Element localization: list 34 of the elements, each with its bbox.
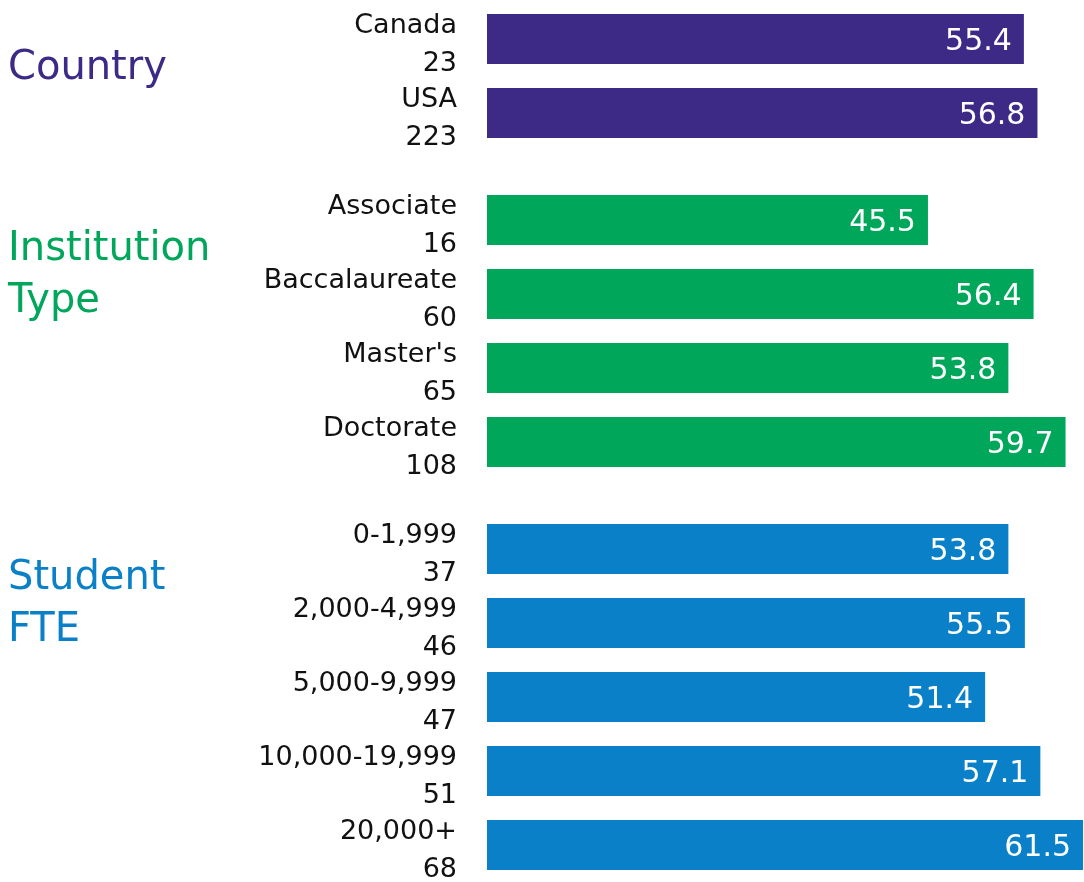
bar	[487, 524, 1009, 574]
data-label: 55.4	[945, 22, 1012, 57]
y-tick-label: USA 223	[401, 82, 458, 151]
text: Institution Type	[7, 223, 211, 321]
data-label: 45.5	[849, 203, 916, 238]
bar	[487, 343, 1009, 393]
data-label: 53.8	[929, 532, 997, 567]
y-tick-label: Canada 23	[354, 8, 457, 77]
y-tick-label: Baccalaureate 60	[263, 263, 457, 332]
bar	[487, 746, 1041, 796]
bar	[487, 269, 1034, 319]
data-label: 61.5	[1004, 828, 1071, 863]
y-tick-label: Associate 16	[327, 189, 457, 258]
bar	[487, 820, 1083, 870]
text: Country	[8, 42, 167, 88]
bar	[487, 195, 928, 245]
bar	[487, 417, 1066, 467]
y-tick-label: Master's 65	[343, 337, 457, 406]
y-tick-label: 0-1,999 37	[352, 518, 457, 587]
y-tick-label: Doctorate 108	[322, 411, 457, 480]
data-label: 56.8	[958, 96, 1026, 131]
data-label: 53.8	[929, 351, 997, 386]
data-label: 59.7	[986, 425, 1054, 460]
bar	[487, 672, 986, 722]
bar	[487, 598, 1025, 648]
y-tick-label: 10,000-19,999 51	[258, 740, 457, 809]
data-label: 56.4	[954, 277, 1022, 312]
y-tick-label: 20,000+ 68	[339, 814, 457, 882]
data-label: 51.4	[906, 680, 974, 715]
y-tick-label: 2,000-4,999 46	[292, 592, 457, 661]
data-label: 57.1	[961, 754, 1029, 789]
text: Student FTE	[8, 552, 166, 650]
y-tick-label: 5,000-9,999 47	[292, 666, 457, 735]
data-label: 55.5	[946, 606, 1013, 641]
